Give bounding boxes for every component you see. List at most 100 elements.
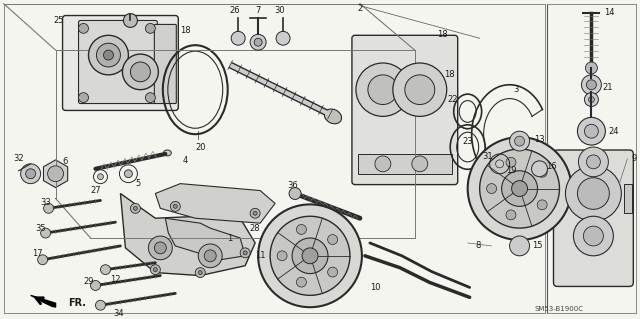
Circle shape [231,31,245,45]
Circle shape [150,265,161,275]
Text: 30: 30 [275,6,285,15]
Text: 20: 20 [195,143,205,152]
Polygon shape [44,160,68,188]
Circle shape [204,250,216,262]
Circle shape [124,13,138,27]
Circle shape [502,171,538,206]
Circle shape [170,201,180,211]
Text: 18: 18 [180,26,191,35]
Polygon shape [165,218,245,260]
Circle shape [95,300,106,310]
Circle shape [584,124,598,138]
Circle shape [277,251,287,261]
Circle shape [88,35,129,75]
Circle shape [289,188,301,199]
FancyBboxPatch shape [79,20,157,104]
FancyBboxPatch shape [63,16,179,110]
Circle shape [577,117,605,145]
Text: 11: 11 [255,251,266,260]
Circle shape [124,170,132,178]
Circle shape [44,204,54,213]
Circle shape [131,204,140,213]
Bar [554,184,563,213]
Circle shape [254,38,262,46]
Circle shape [577,178,609,209]
Ellipse shape [163,150,172,156]
Circle shape [148,236,172,260]
Circle shape [468,137,572,240]
Text: 8: 8 [475,241,481,250]
Text: 12: 12 [110,275,121,284]
Text: 19: 19 [506,166,517,175]
Circle shape [270,216,350,295]
Text: 9: 9 [632,154,637,163]
Circle shape [586,80,596,90]
Circle shape [511,181,527,197]
Text: 24: 24 [608,127,619,136]
Circle shape [38,255,47,265]
Circle shape [491,165,504,179]
Circle shape [506,210,516,220]
Circle shape [145,93,156,102]
Text: 35: 35 [35,224,46,233]
Circle shape [328,234,338,244]
Circle shape [586,155,600,169]
Circle shape [412,156,428,172]
Text: 23: 23 [462,137,473,145]
Text: 26: 26 [230,6,241,15]
Text: 1: 1 [228,234,233,242]
Circle shape [79,93,88,102]
Circle shape [506,157,516,167]
Circle shape [195,268,205,278]
Circle shape [253,211,257,215]
Circle shape [328,267,338,277]
Bar [358,154,452,174]
Text: 3: 3 [513,85,518,94]
Circle shape [296,277,307,287]
Text: 31: 31 [483,152,493,161]
Circle shape [588,97,595,102]
FancyBboxPatch shape [554,150,634,286]
Circle shape [573,216,613,256]
Circle shape [276,31,290,45]
Circle shape [97,43,120,67]
Text: 18: 18 [437,30,448,39]
Circle shape [509,236,529,256]
Text: 2: 2 [357,4,362,13]
Text: 25: 25 [53,16,64,25]
Circle shape [368,75,398,105]
Ellipse shape [324,109,342,124]
Text: 29: 29 [83,277,93,286]
Text: 5: 5 [136,179,141,188]
Text: 36: 36 [288,181,298,190]
Circle shape [97,174,104,180]
Text: 17: 17 [32,249,43,258]
Circle shape [532,161,547,177]
Circle shape [104,50,113,60]
Circle shape [20,164,40,184]
Circle shape [292,238,328,274]
Text: SM53-B1900C: SM53-B1900C [534,306,584,312]
Circle shape [250,34,266,50]
Circle shape [258,204,362,307]
Circle shape [131,62,150,82]
Circle shape [240,248,250,258]
Circle shape [584,226,604,246]
Circle shape [154,268,157,271]
Text: 10: 10 [370,283,380,292]
Text: 27: 27 [90,186,101,195]
Circle shape [47,166,63,182]
Text: 13: 13 [534,135,545,144]
Circle shape [537,167,547,177]
Circle shape [296,225,307,234]
Text: 21: 21 [602,83,612,92]
Text: 18: 18 [444,70,455,79]
Circle shape [154,242,166,254]
Text: 7: 7 [255,6,261,15]
Text: 6: 6 [63,157,68,167]
Circle shape [375,156,391,172]
Circle shape [405,75,435,105]
Circle shape [26,169,36,179]
Text: FR.: FR. [68,298,86,308]
Text: 33: 33 [40,198,51,207]
